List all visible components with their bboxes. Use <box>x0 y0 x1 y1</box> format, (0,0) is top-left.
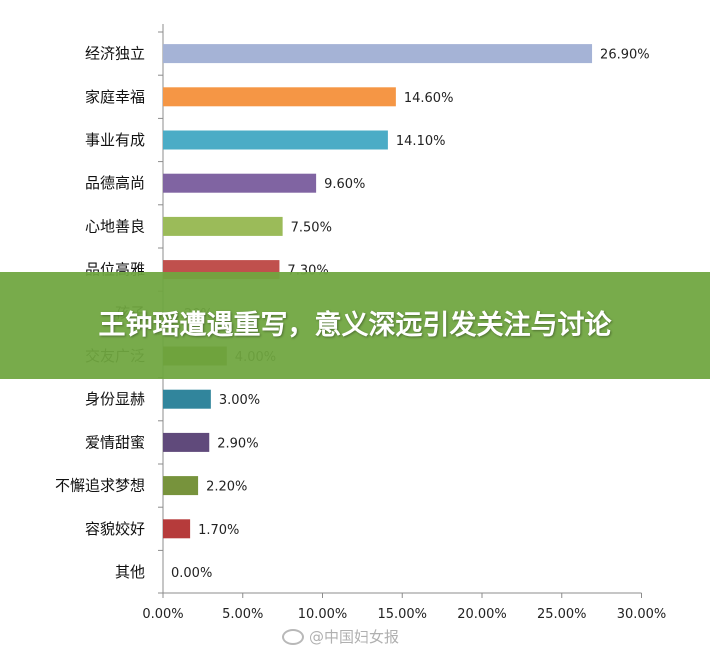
value-label: 26.90% <box>600 48 650 63</box>
value-label: 14.60% <box>404 91 454 106</box>
value-label: 1.70% <box>198 523 239 538</box>
category-label: 不懈追求梦想 <box>55 477 145 495</box>
category-label: 品德高尚 <box>85 174 145 192</box>
category-label: 身份显赫 <box>85 390 145 408</box>
bar <box>163 389 211 409</box>
value-label: 14.10% <box>396 134 446 149</box>
chart-bars <box>163 44 593 539</box>
bar <box>163 173 317 193</box>
bar <box>163 44 593 64</box>
bar <box>163 87 396 107</box>
category-label: 容貌姣好 <box>85 520 145 538</box>
x-tick-label: 15.00% <box>377 607 427 622</box>
x-tick-label: 20.00% <box>457 607 507 622</box>
watermark: @中国妇女报 <box>282 626 399 647</box>
category-label: 经济独立 <box>85 45 145 63</box>
bar <box>163 519 191 539</box>
x-tick-label: 5.00% <box>222 607 263 622</box>
value-label: 2.20% <box>206 480 247 495</box>
value-label: 9.60% <box>324 177 365 192</box>
x-tick-label: 25.00% <box>537 607 587 622</box>
category-label: 心地善良 <box>85 217 145 235</box>
weibo-icon <box>282 628 304 645</box>
category-label: 爱情甜蜜 <box>85 433 145 451</box>
watermark-text: @中国妇女报 <box>309 628 400 646</box>
headline-title: 王钟瑶遭遇重写，意义深远引发关注与讨论 <box>98 309 612 341</box>
x-tick-label: 0.00% <box>142 607 183 622</box>
bar <box>163 216 283 236</box>
bar <box>163 130 388 150</box>
category-label: 事业有成 <box>85 131 145 149</box>
bar <box>163 476 199 496</box>
headline-banner: 王钟瑶遭遇重写，意义深远引发关注与讨论 <box>0 272 710 379</box>
x-tick-label: 10.00% <box>298 607 348 622</box>
value-label: 3.00% <box>219 393 260 408</box>
value-label: 7.50% <box>291 220 332 235</box>
x-tick-label: 30.00% <box>617 607 667 622</box>
category-label: 家庭幸福 <box>85 88 145 106</box>
value-label: 0.00% <box>171 566 212 581</box>
category-labels: 经济独立家庭幸福事业有成品德高尚心地善良品位高雅孩子交友广泛身份显赫爱情甜蜜不懈… <box>55 45 145 581</box>
bar <box>163 432 210 452</box>
value-label: 2.90% <box>217 436 258 451</box>
x-tick-labels: 0.00% 5.00% 10.00% 15.00% 20.00% 25.00% 30.00% <box>142 607 666 622</box>
category-label: 其他 <box>115 563 145 581</box>
